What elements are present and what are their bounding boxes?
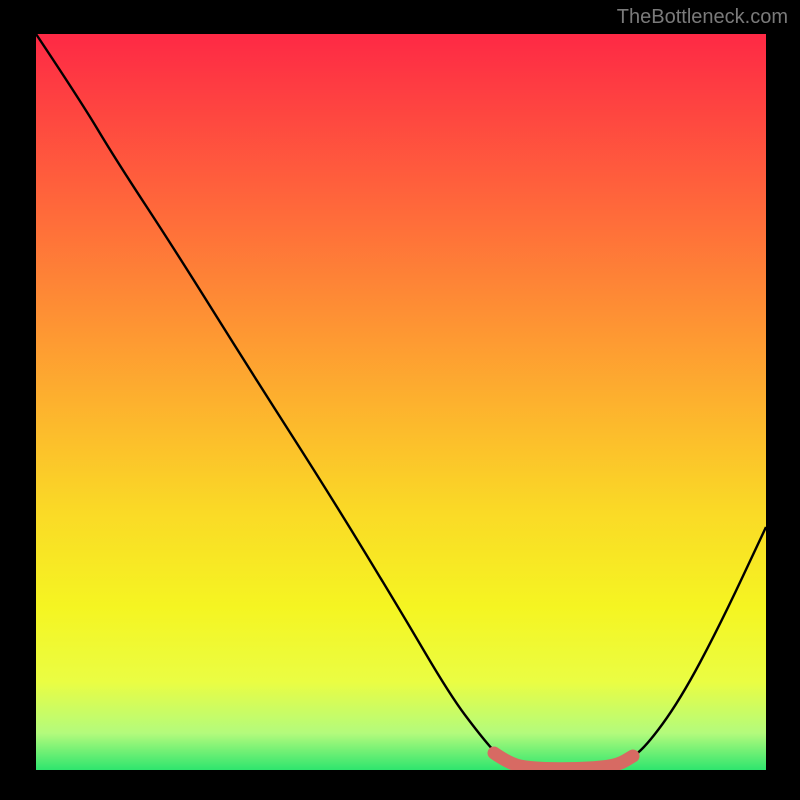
watermark-text: TheBottleneck.com xyxy=(617,6,788,29)
chart-plot-area xyxy=(36,34,766,770)
bottleneck-curve xyxy=(36,34,766,769)
highlight-segment xyxy=(494,753,633,769)
chart-svg xyxy=(36,34,766,770)
